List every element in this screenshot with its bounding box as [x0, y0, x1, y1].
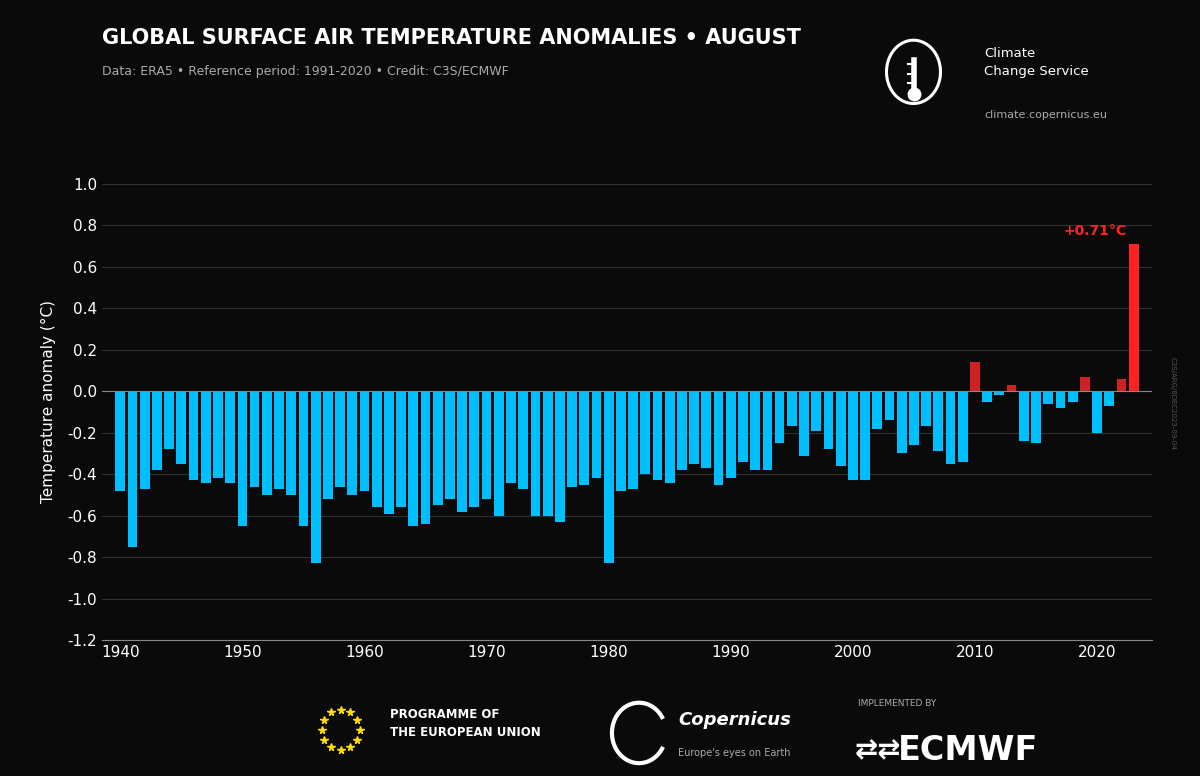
Text: Climate
Change Service: Climate Change Service: [984, 47, 1088, 78]
Text: PROGRAMME OF
THE EUROPEAN UNION: PROGRAMME OF THE EUROPEAN UNION: [390, 708, 541, 739]
Bar: [872, 391, 882, 428]
Bar: [750, 391, 760, 470]
Bar: [1056, 391, 1066, 408]
Bar: [848, 391, 858, 480]
Text: GLOBAL SURFACE AIR TEMPERATURE ANOMALIES • AUGUST: GLOBAL SURFACE AIR TEMPERATURE ANOMALIES…: [102, 28, 800, 48]
Bar: [970, 362, 980, 391]
Bar: [983, 391, 992, 402]
Bar: [494, 391, 504, 516]
Bar: [604, 391, 613, 563]
Bar: [188, 391, 198, 480]
Bar: [372, 391, 382, 508]
Bar: [629, 391, 638, 489]
Bar: [592, 391, 601, 478]
Bar: [775, 391, 785, 443]
Bar: [787, 391, 797, 427]
Text: ECMWF: ECMWF: [898, 733, 1038, 767]
Bar: [1116, 379, 1127, 391]
Bar: [799, 391, 809, 456]
Bar: [934, 391, 943, 452]
Bar: [653, 391, 662, 480]
Bar: [995, 391, 1004, 395]
Bar: [958, 391, 967, 462]
Bar: [896, 391, 906, 453]
Bar: [164, 391, 174, 449]
Bar: [689, 391, 700, 464]
Bar: [274, 391, 284, 489]
Bar: [115, 391, 125, 490]
Bar: [1092, 391, 1102, 433]
Bar: [616, 391, 625, 490]
Bar: [1104, 391, 1114, 406]
Bar: [311, 391, 320, 563]
Bar: [214, 391, 223, 478]
Bar: [238, 391, 247, 526]
Bar: [384, 391, 394, 514]
Text: C3S/ARG/8DEC2023-09-04: C3S/ARG/8DEC2023-09-04: [1169, 357, 1175, 450]
Bar: [1019, 391, 1028, 441]
Bar: [811, 391, 821, 431]
Bar: [323, 391, 332, 499]
Bar: [641, 391, 650, 474]
Bar: [433, 391, 443, 505]
Bar: [445, 391, 455, 499]
Text: Copernicus: Copernicus: [678, 711, 791, 729]
Bar: [152, 391, 162, 470]
Bar: [140, 391, 150, 489]
Bar: [1043, 391, 1054, 404]
Bar: [1129, 244, 1139, 391]
Text: Europe's eyes on Earth: Europe's eyes on Earth: [678, 748, 791, 757]
Bar: [457, 391, 467, 511]
Bar: [506, 391, 516, 483]
Bar: [408, 391, 419, 526]
Bar: [127, 391, 138, 547]
Bar: [176, 391, 186, 464]
Text: ⇄⇄: ⇄⇄: [854, 736, 901, 764]
Bar: [335, 391, 344, 487]
Bar: [910, 391, 919, 445]
Bar: [250, 391, 259, 487]
Bar: [262, 391, 271, 495]
Bar: [860, 391, 870, 480]
Bar: [554, 391, 565, 522]
Bar: [677, 391, 686, 470]
Bar: [1031, 391, 1040, 443]
Text: Data: ERA5 • Reference period: 1991-2020 • Credit: C3S/ECMWF: Data: ERA5 • Reference period: 1991-2020…: [102, 64, 509, 78]
Bar: [518, 391, 528, 489]
Bar: [1068, 391, 1078, 402]
Bar: [714, 391, 724, 484]
Bar: [287, 391, 296, 495]
Bar: [421, 391, 431, 524]
Y-axis label: Temperature anomaly (°C): Temperature anomaly (°C): [41, 300, 56, 503]
Bar: [200, 391, 211, 483]
Bar: [226, 391, 235, 483]
Bar: [946, 391, 955, 464]
Text: climate.copernicus.eu: climate.copernicus.eu: [984, 110, 1108, 120]
Bar: [580, 391, 589, 484]
Bar: [702, 391, 712, 468]
Bar: [299, 391, 308, 526]
Bar: [542, 391, 552, 516]
Bar: [922, 391, 931, 427]
Bar: [360, 391, 370, 490]
Bar: [348, 391, 358, 495]
Bar: [1007, 385, 1016, 391]
Bar: [1080, 376, 1090, 391]
Bar: [530, 391, 540, 516]
Text: +0.71°C: +0.71°C: [1063, 223, 1127, 237]
Bar: [762, 391, 773, 470]
Bar: [823, 391, 833, 449]
Bar: [726, 391, 736, 478]
Bar: [665, 391, 674, 483]
Bar: [835, 391, 846, 466]
Bar: [568, 391, 577, 487]
Bar: [469, 391, 479, 508]
Bar: [738, 391, 748, 462]
Bar: [481, 391, 492, 499]
Text: IMPLEMENTED BY: IMPLEMENTED BY: [858, 698, 936, 708]
Bar: [396, 391, 406, 508]
Bar: [884, 391, 894, 421]
